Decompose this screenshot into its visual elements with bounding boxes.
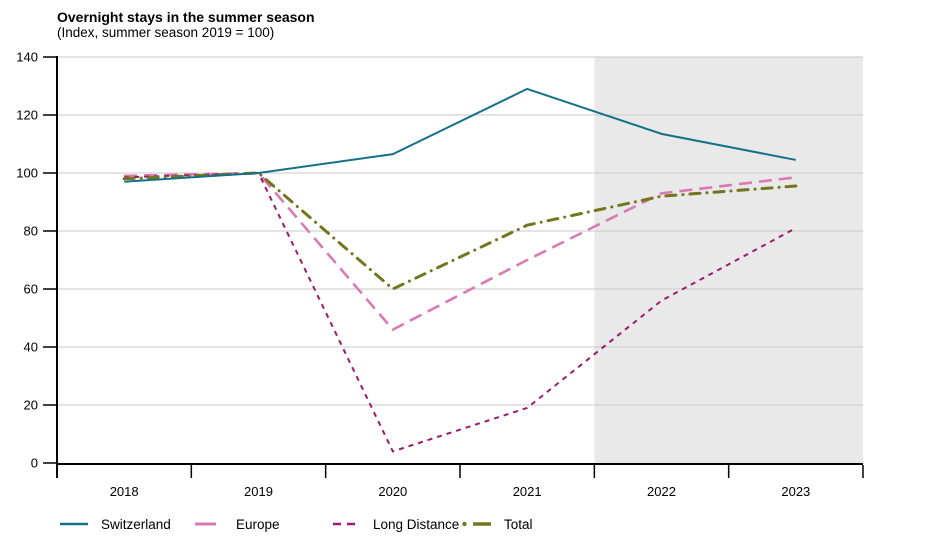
- x-tick-label-2018: 2018: [110, 484, 139, 499]
- y-tick-label-40: 40: [24, 340, 38, 355]
- y-tick-label-100: 100: [16, 166, 38, 181]
- x-tick-label-2023: 2023: [781, 484, 810, 499]
- y-tick-label-20: 20: [24, 398, 38, 413]
- x-tick-label-2022: 2022: [647, 484, 676, 499]
- chart-subtitle: (Index, summer season 2019 = 100): [57, 25, 275, 41]
- x-tick-label-2021: 2021: [513, 484, 542, 499]
- legend-swatch-europe-icon: [195, 522, 216, 526]
- legend-item-total: Total: [462, 515, 533, 533]
- y-tick-label-140: 140: [16, 50, 38, 65]
- legend-swatch-long-distance-icon: [333, 522, 356, 526]
- legend-swatch-switzerland-icon: [60, 522, 88, 526]
- legend-item-europe: Europe: [195, 515, 280, 533]
- forecast-region: [594, 57, 863, 463]
- legend-item-switzerland: Switzerland: [60, 515, 171, 533]
- x-tick-label-2020: 2020: [378, 484, 407, 499]
- chart-header: Overnight stays in the summer season (In…: [57, 9, 315, 41]
- y-tick-label-60: 60: [24, 282, 38, 297]
- x-tick-label-2019: 2019: [244, 484, 273, 499]
- y-tick-label-120: 120: [16, 108, 38, 123]
- legend-item-long-distance: Long Distance: [333, 515, 459, 533]
- y-tick-label-0: 0: [31, 456, 38, 471]
- legend-label-total: Total: [504, 516, 533, 532]
- series-line-switzerland: [124, 87, 797, 183]
- chart-title: Overnight stays in the summer season: [57, 9, 315, 25]
- legend-label-long-distance: Long Distance: [373, 516, 460, 532]
- swatch-dot: [462, 521, 467, 527]
- y-tick-label-80: 80: [24, 224, 38, 239]
- legend-label-europe: Europe: [236, 516, 280, 532]
- legend-label-switzerland: Switzerland: [101, 516, 171, 532]
- legend-swatch-total-icon: [462, 521, 491, 527]
